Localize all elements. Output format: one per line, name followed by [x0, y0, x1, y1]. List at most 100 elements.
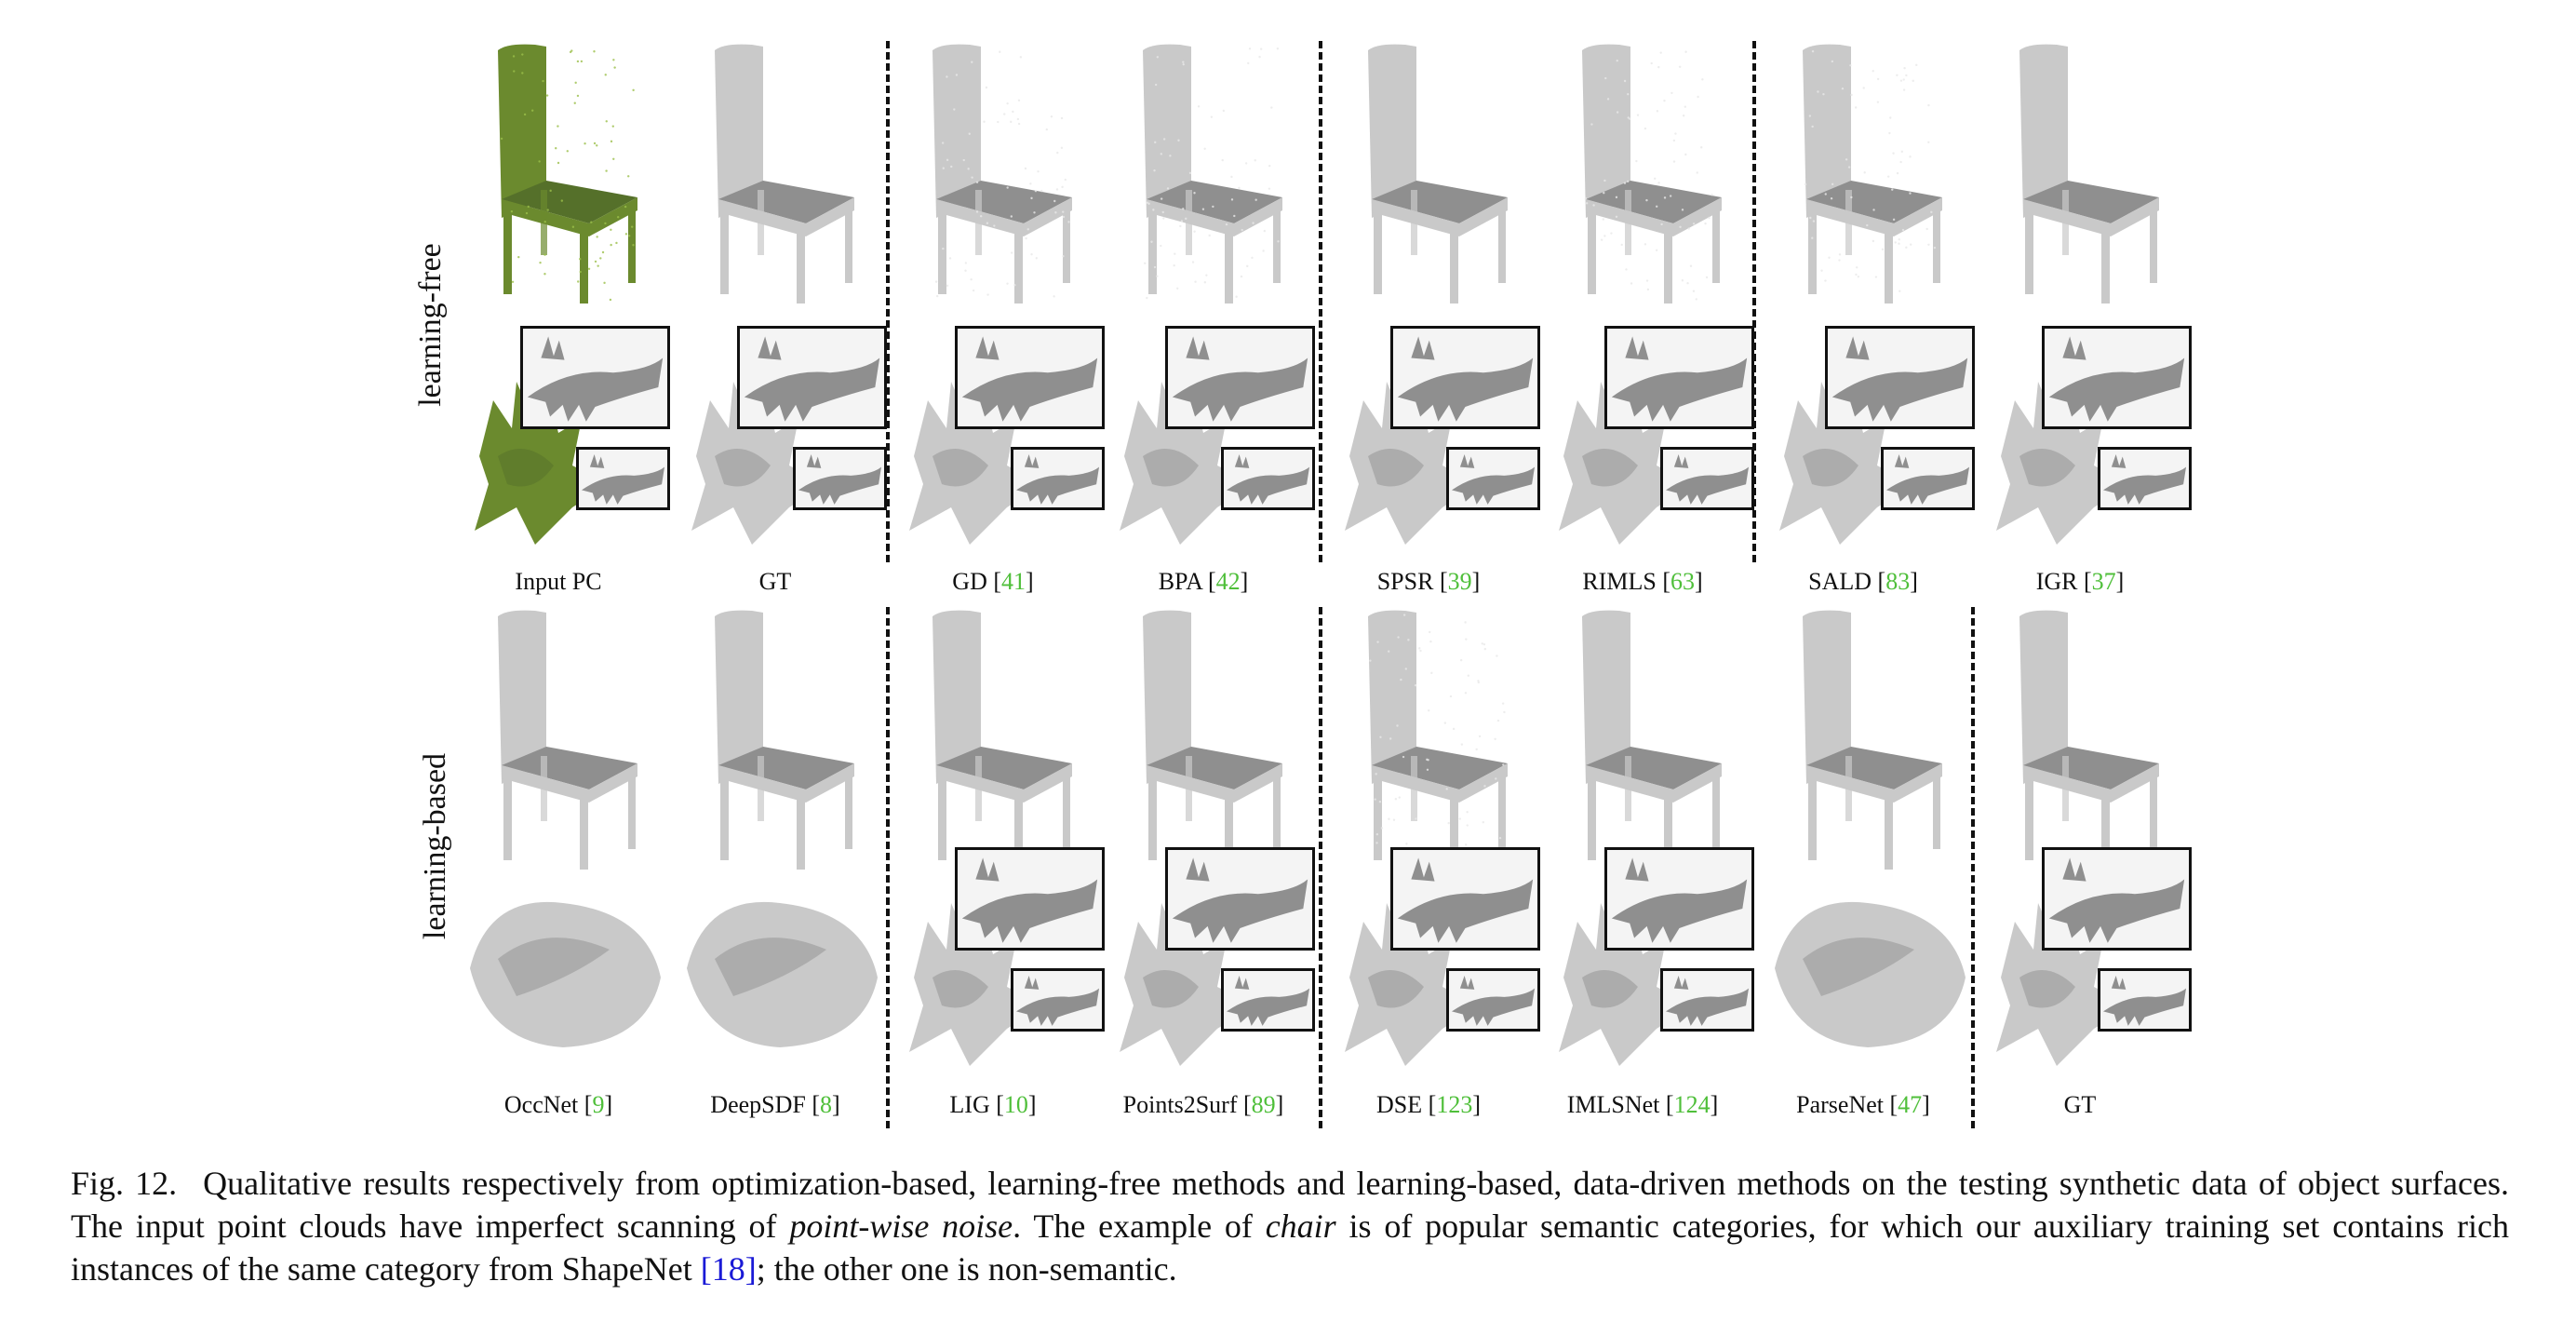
method-label: GT [1973, 1091, 2187, 1119]
method-name: RIMLS [1582, 568, 1656, 595]
chair-render [1349, 41, 1517, 311]
citation-link[interactable]: [18] [701, 1250, 757, 1288]
figure-number: Fig. 12. [71, 1165, 177, 1202]
chair-render [696, 607, 864, 877]
method-ref[interactable]: [39] [1433, 568, 1480, 595]
chair-render [1784, 607, 1952, 877]
method-name: OccNet [504, 1091, 578, 1118]
caption-italic-chair: chair [1266, 1207, 1336, 1245]
figure: learning-free learning-based Input PC GT G… [0, 0, 2576, 1145]
method-label: Points2Surf [89] [1096, 1091, 1310, 1119]
separator-top-2 [1319, 41, 1322, 562]
chair-render [696, 41, 864, 311]
method-name: SPSR [1377, 568, 1434, 595]
zoom-inset-small [1446, 447, 1540, 510]
zoom-inset-small [1660, 968, 1754, 1032]
method-ref[interactable]: [63] [1657, 568, 1703, 595]
method-name: Points2Surf [1123, 1091, 1238, 1118]
zoom-inset-large [955, 847, 1105, 951]
method-label: DeepSDF [8] [668, 1091, 882, 1119]
method-label: SPSR [39] [1322, 568, 1536, 596]
zoom-inset-large [1165, 326, 1315, 429]
method-label: ParseNet [47] [1756, 1091, 1970, 1119]
method-name: IMLSNet [1567, 1091, 1660, 1118]
method-ref[interactable]: [42] [1201, 568, 1248, 595]
separator-bottom-2 [1319, 607, 1322, 1128]
zoom-inset-small [2098, 968, 2192, 1032]
method-name: BPA [1159, 568, 1202, 595]
zoom-inset-large [1604, 847, 1754, 951]
chair-render [1563, 607, 1731, 877]
method-ref[interactable]: [83] [1872, 568, 1918, 595]
method-label: GD [41] [886, 568, 1100, 596]
method-label: LIG [10] [886, 1091, 1100, 1119]
caption-italic-noise: point-wise noise [789, 1207, 1013, 1245]
method-ref[interactable]: [123] [1422, 1091, 1481, 1118]
zoom-inset-large [955, 326, 1105, 429]
method-ref[interactable]: [9] [578, 1091, 612, 1118]
method-label: BPA [42] [1096, 568, 1310, 596]
method-label: IGR [37] [1973, 568, 2187, 596]
method-name: GT [759, 568, 792, 595]
zoom-inset-large [737, 326, 887, 429]
method-ref[interactable]: [8] [806, 1091, 840, 1118]
zoom-inset-small [1221, 968, 1315, 1032]
method-ref[interactable]: [47] [1884, 1091, 1930, 1118]
zoom-inset-small [1881, 447, 1975, 510]
method-name: LIG [949, 1091, 989, 1118]
zoom-inset-large [2042, 847, 2192, 951]
method-ref[interactable]: [89] [1237, 1091, 1283, 1118]
method-name: DSE [1376, 1091, 1422, 1118]
method-ref[interactable]: [124] [1659, 1091, 1718, 1118]
zoom-inset-small [2098, 447, 2192, 510]
method-name: DeepSDF [710, 1091, 806, 1118]
zoom-inset-large [1390, 847, 1540, 951]
chair-render [1124, 41, 1292, 311]
method-ref[interactable]: [41] [987, 568, 1034, 595]
zoom-inset-large [520, 326, 670, 429]
method-name: Input PC [515, 568, 601, 595]
zoom-inset-large [1390, 326, 1540, 429]
zoom-inset-small [1660, 447, 1754, 510]
caption-text-4: ; the other one is non-semantic. [757, 1250, 1177, 1288]
chair-render [479, 607, 647, 877]
zoom-inset-small [1011, 447, 1105, 510]
chair-render [1124, 607, 1292, 877]
method-name: SALD [1808, 568, 1872, 595]
zoom-inset-large [1825, 326, 1975, 429]
row-label-learning-based: learning-based [418, 753, 453, 939]
method-label: IMLSNet [124] [1536, 1091, 1750, 1119]
method-label: Input PC [451, 568, 665, 596]
chair-render [2001, 41, 2168, 311]
chair-render [914, 41, 1081, 311]
method-ref[interactable]: [10] [990, 1091, 1037, 1118]
method-name: ParseNet [1796, 1091, 1884, 1118]
coral-render [461, 866, 670, 1071]
method-name: GT [2064, 1091, 2097, 1118]
chair-render [1349, 607, 1517, 877]
row-label-learning-free: learning-free [413, 243, 449, 407]
method-label: GT [668, 568, 882, 596]
coral-render [678, 866, 887, 1071]
method-label: OccNet [9] [451, 1091, 665, 1119]
zoom-inset-small [1446, 968, 1540, 1032]
chair-render [914, 607, 1081, 877]
zoom-inset-small [793, 447, 887, 510]
zoom-inset-small [1221, 447, 1315, 510]
chair-render [1784, 41, 1952, 311]
zoom-inset-small [576, 447, 670, 510]
zoom-inset-large [1604, 326, 1754, 429]
method-label: SALD [83] [1756, 568, 1970, 596]
chair-render [1563, 41, 1731, 311]
coral-render [1765, 866, 1975, 1071]
method-label: RIMLS [63] [1536, 568, 1750, 596]
method-ref[interactable]: [37] [2077, 568, 2124, 595]
chair-render [2001, 607, 2168, 877]
chair-render [479, 41, 647, 311]
method-name: GD [952, 568, 987, 595]
method-label: DSE [123] [1322, 1091, 1536, 1119]
method-name: IGR [2036, 568, 2078, 595]
zoom-inset-large [1165, 847, 1315, 951]
zoom-inset-large [2042, 326, 2192, 429]
figure-caption: Fig. 12. Qualitative results respectively… [71, 1162, 2509, 1290]
